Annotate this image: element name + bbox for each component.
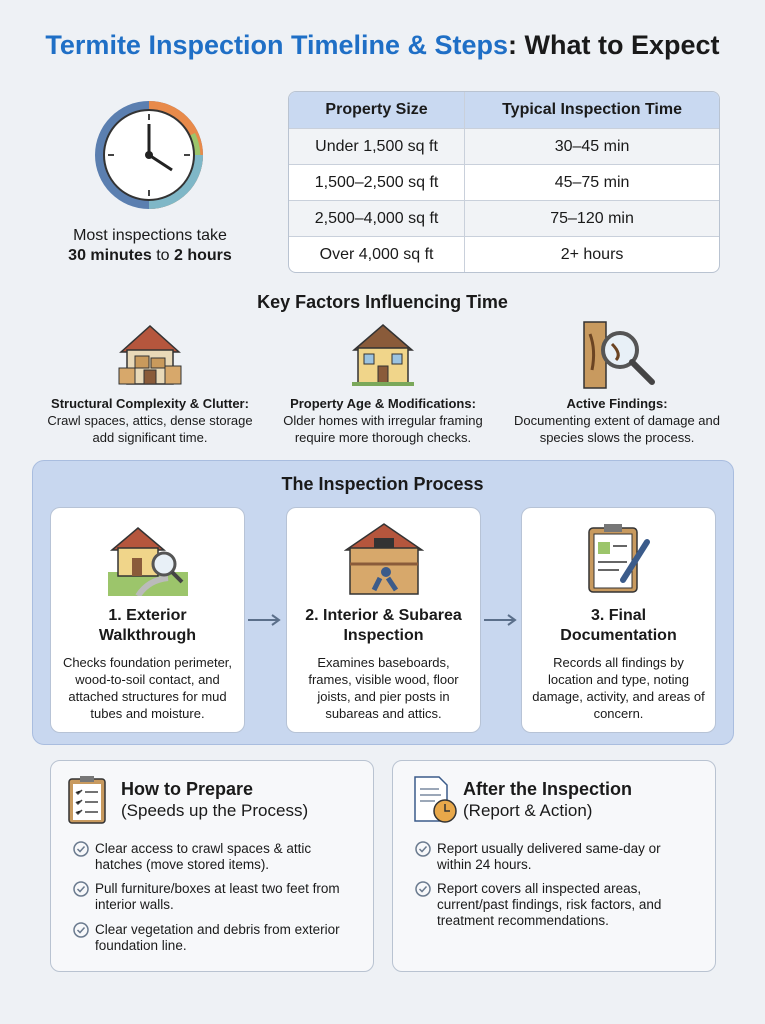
house-clutter-icon (118, 324, 182, 385)
step-title: 1. Exterior Walkthrough (98, 607, 197, 644)
factor: Property Age & Modifications: Older homes… (268, 395, 498, 446)
check (73, 841, 89, 857)
item-text: Pull furniture/boxes at least two feet f… (95, 881, 340, 912)
box-subtitle: (Report & Action) (463, 801, 593, 820)
cell: 2+ hours (464, 236, 719, 272)
item-text: Clear vegetation and debris from exterio… (95, 922, 340, 953)
cell: 1,500–2,500 sq ft (289, 164, 465, 200)
box-title: How to Prepare (121, 779, 254, 799)
cell: 30–45 min (464, 128, 719, 164)
cell: 45–75 min (464, 164, 719, 200)
title-blue: Termite Inspection Timeline & Steps (45, 30, 509, 60)
list-item: Pull furniture/boxes at least two feet f… (73, 881, 355, 913)
step-text: Examines baseboards, frames, visible woo… (308, 655, 459, 721)
factor-title: Structural Complexity & Clutter: (51, 396, 249, 411)
factor-title: Active Findings: (566, 396, 668, 411)
step-card: 2. Interior & Subarea Inspection Examine… (286, 507, 481, 733)
prepare-box: How to Prepare (Speeds up the Process) C… (50, 760, 374, 972)
list-item: Clear access to crawl spaces & attic hat… (73, 841, 355, 873)
until: 2 hours (174, 247, 232, 264)
item-text: Clear access to crawl spaces & attic hat… (95, 841, 312, 872)
after-box: After the Inspection (Report & Action) R… (392, 760, 716, 972)
wood-magnifier-icon (583, 321, 655, 389)
factor: Active Findings: Documenting extent of da… (502, 395, 732, 446)
process-heading: The Inspection Process (281, 474, 484, 494)
step-text: Records all findings by location and typ… (532, 655, 705, 721)
check (415, 841, 431, 857)
size-table: Property Size Typical Inspection Time Und… (288, 91, 720, 273)
factor-text: Documenting extent of damage and species… (514, 413, 720, 445)
old-house-icon (351, 324, 415, 386)
cell: 75–120 min (464, 200, 719, 236)
factors-heading: Key Factors Influencing Time (257, 292, 508, 312)
arrow (248, 614, 281, 626)
step-title: 3. Final Documentation (560, 607, 677, 644)
step-card: 1. Exterior Walkthrough Checks foundatio… (50, 507, 245, 733)
item-text: Report usually delivered same-day or wit… (437, 841, 661, 872)
check (415, 881, 431, 897)
factor-text: Older homes with irregular framing requi… (283, 413, 483, 445)
header-cell: Typical Inspection Time (464, 92, 719, 128)
check (73, 922, 89, 938)
subarea-icon (344, 523, 424, 595)
title-black: : What to Expect (508, 30, 720, 60)
clock-icon (95, 101, 203, 209)
factor-text: Crawl spaces, attics, dense storage add … (47, 413, 253, 445)
list-item: Report usually delivered same-day or wit… (415, 841, 697, 873)
step-text: Checks foundation perimeter, wood-to-soi… (62, 655, 233, 721)
caption: Most inspections take (73, 227, 227, 244)
cell: Under 1,500 sq ft (289, 128, 465, 164)
cell: 2,500–4,000 sq ft (289, 200, 465, 236)
clipboard-icon (588, 524, 650, 593)
check (73, 881, 89, 897)
from: 30 minutes (68, 247, 152, 264)
factor: Structural Complexity & Clutter: Crawl sp… (35, 395, 265, 446)
joiner: to (156, 247, 170, 264)
arrow (484, 614, 517, 626)
item-text: Report covers all inspected areas, curre… (437, 881, 662, 928)
box-subtitle: (Speeds up the Process) (121, 801, 309, 820)
title: Termite Inspection Timeline & Steps: Wha… (0, 30, 765, 61)
list-item: Clear vegetation and debris from exterio… (73, 922, 355, 954)
checklist-icon (68, 776, 106, 824)
step-card: 3. Final Documentation Records all findi… (521, 507, 716, 733)
cell: Over 4,000 sq ft (289, 236, 465, 272)
header-cell: Property Size (289, 92, 465, 128)
box-title: After the Inspection (463, 779, 633, 799)
report-icon (414, 776, 457, 823)
step-title: 2. Interior & Subarea Inspection (305, 607, 462, 644)
duration-caption: Most inspections take 30 minutes to 2 hou… (40, 226, 260, 266)
exterior-icon (108, 527, 188, 596)
factor-title: Property Age & Modifications: (290, 396, 476, 411)
list-item: Report covers all inspected areas, curre… (415, 881, 697, 929)
